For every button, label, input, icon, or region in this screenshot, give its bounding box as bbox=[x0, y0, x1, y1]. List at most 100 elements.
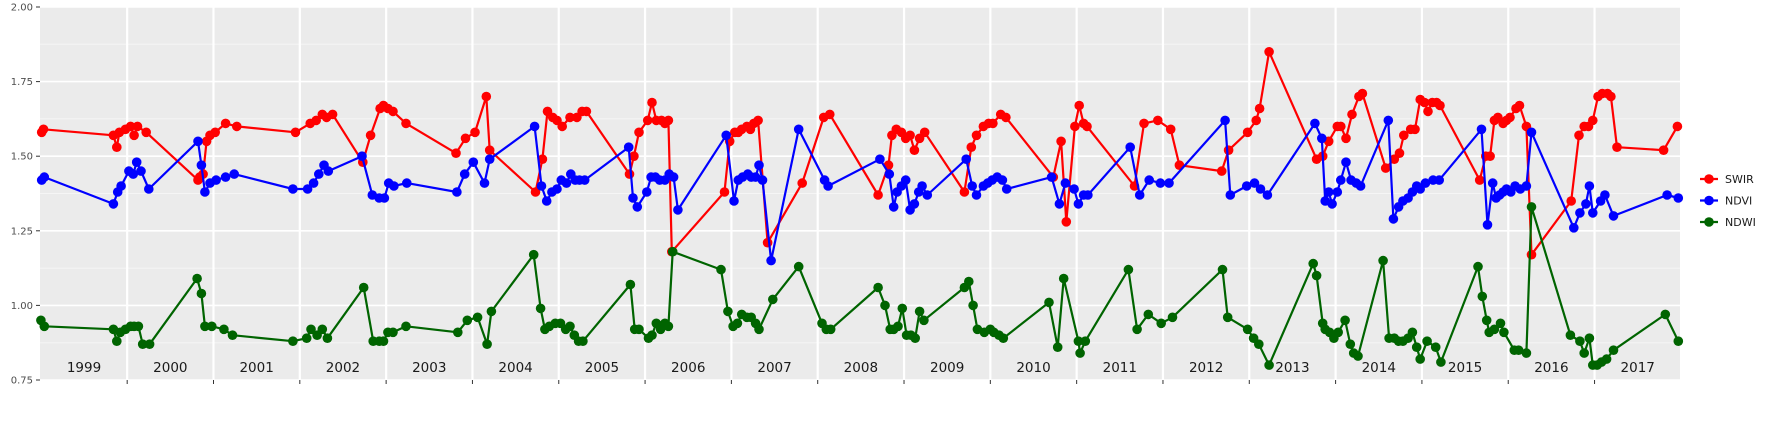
ndwi-point bbox=[322, 333, 333, 344]
swir-point bbox=[909, 145, 920, 155]
ndvi-point bbox=[379, 193, 390, 203]
swir-point bbox=[38, 124, 49, 135]
ndwi-point bbox=[910, 333, 920, 344]
legend-label: NDWI bbox=[1725, 216, 1756, 229]
y-tick-label: 1.00 bbox=[11, 301, 33, 312]
ndvi-point bbox=[888, 202, 899, 212]
ndvi-point bbox=[536, 181, 547, 191]
year-label: 2008 bbox=[844, 360, 878, 376]
ndvi-point bbox=[1125, 142, 1135, 152]
swir-point bbox=[1419, 97, 1430, 108]
ndwi-point bbox=[227, 330, 238, 341]
ndwi-point bbox=[1143, 309, 1154, 320]
ndwi-point bbox=[207, 321, 217, 332]
ndwi-point bbox=[1407, 327, 1418, 338]
ndvi-point bbox=[136, 166, 146, 176]
ndvi-point bbox=[884, 169, 895, 179]
ndwi-point bbox=[358, 282, 369, 293]
ndvi-point bbox=[793, 124, 804, 135]
series-swir bbox=[36, 47, 1683, 260]
swir-point bbox=[1423, 106, 1433, 117]
ndvi-point bbox=[288, 184, 298, 194]
swir-point bbox=[647, 97, 657, 108]
ndwi-point bbox=[998, 333, 1009, 344]
year-label: 2010 bbox=[1016, 360, 1050, 376]
legend-item-ndwi: NDWI bbox=[1700, 216, 1756, 229]
legend: SWIR NDVI NDWI bbox=[1700, 173, 1756, 229]
ndwi-point bbox=[1411, 342, 1422, 353]
swir-point bbox=[290, 127, 301, 138]
ndwi-point bbox=[1254, 339, 1264, 350]
swir-point bbox=[388, 106, 398, 117]
ndvi-point bbox=[1060, 178, 1071, 188]
ndvi-point bbox=[459, 169, 470, 179]
y-tick-label: 1.50 bbox=[11, 152, 33, 163]
ndvi-point bbox=[1134, 190, 1145, 200]
legend-key-point bbox=[1704, 217, 1714, 227]
ndvi-point bbox=[1323, 187, 1334, 197]
ndwi-point bbox=[1565, 330, 1576, 341]
swir-point bbox=[873, 190, 883, 200]
ndvi-point bbox=[1569, 223, 1579, 233]
grid-layer bbox=[40, 6, 1680, 381]
ndwi-point bbox=[968, 300, 978, 311]
legend-label: NDVI bbox=[1725, 195, 1752, 208]
swir-point bbox=[1264, 47, 1274, 57]
ndwi-point bbox=[528, 249, 539, 260]
year-label: 2001 bbox=[239, 360, 273, 376]
ndwi-point bbox=[1075, 348, 1085, 358]
ndwi-point bbox=[625, 279, 636, 290]
swir-point bbox=[624, 169, 635, 179]
ndvi-point bbox=[1046, 172, 1057, 182]
ndwi-point bbox=[964, 276, 974, 287]
year-label: 2007 bbox=[757, 360, 791, 376]
swir-point bbox=[141, 127, 151, 138]
ndvi-point bbox=[1262, 190, 1273, 200]
ndvi-point bbox=[1521, 181, 1532, 191]
swir-point bbox=[460, 133, 471, 144]
ndvi-point bbox=[1600, 190, 1610, 200]
ndwi-point bbox=[1242, 324, 1253, 335]
ndwi-point bbox=[1378, 255, 1388, 266]
year-label: 2003 bbox=[412, 360, 446, 376]
ndwi-point bbox=[1080, 336, 1091, 347]
ndvi-point bbox=[308, 178, 319, 188]
swir-point bbox=[484, 145, 495, 155]
ndwi-point bbox=[1308, 258, 1318, 269]
swir-point bbox=[112, 142, 122, 152]
swir-point bbox=[797, 178, 807, 188]
ndwi-point bbox=[1513, 345, 1524, 356]
ndwi-point bbox=[1430, 342, 1441, 353]
ndvi-point bbox=[561, 178, 572, 188]
ndvi-point bbox=[1310, 118, 1320, 129]
year-label: 2009 bbox=[930, 360, 964, 376]
ndvi-point bbox=[357, 151, 367, 161]
ndwi-point bbox=[754, 324, 764, 335]
y-tick-label: 1.75 bbox=[11, 77, 33, 88]
year-label: 2013 bbox=[1275, 360, 1309, 376]
ndvi-point bbox=[1355, 181, 1366, 191]
series-ndvi bbox=[36, 115, 1684, 266]
ndwi-point bbox=[196, 288, 207, 299]
ndvi-point bbox=[642, 187, 652, 197]
ndvi-point bbox=[673, 205, 683, 215]
ndvi-point bbox=[997, 175, 1008, 185]
legend-item-swir: SWIR bbox=[1700, 173, 1754, 186]
ndwi-point bbox=[453, 327, 463, 338]
swir-point bbox=[1435, 100, 1445, 111]
ndwi-point bbox=[1489, 324, 1500, 335]
ndwi-point bbox=[1311, 270, 1322, 281]
ndwi-point bbox=[1575, 336, 1585, 347]
ndwi-point bbox=[634, 324, 644, 335]
ndvi-point bbox=[108, 199, 119, 209]
ndvi-point bbox=[1588, 208, 1598, 218]
ndwi-point bbox=[1415, 354, 1425, 364]
ndwi-point bbox=[667, 246, 678, 257]
ndwi-point bbox=[1132, 324, 1142, 335]
ndwi-point bbox=[723, 306, 733, 317]
year-label: 2005 bbox=[585, 360, 619, 376]
legend-key-point bbox=[1704, 195, 1714, 206]
ndvi-point bbox=[757, 175, 768, 185]
ndwi-point bbox=[1222, 312, 1233, 323]
